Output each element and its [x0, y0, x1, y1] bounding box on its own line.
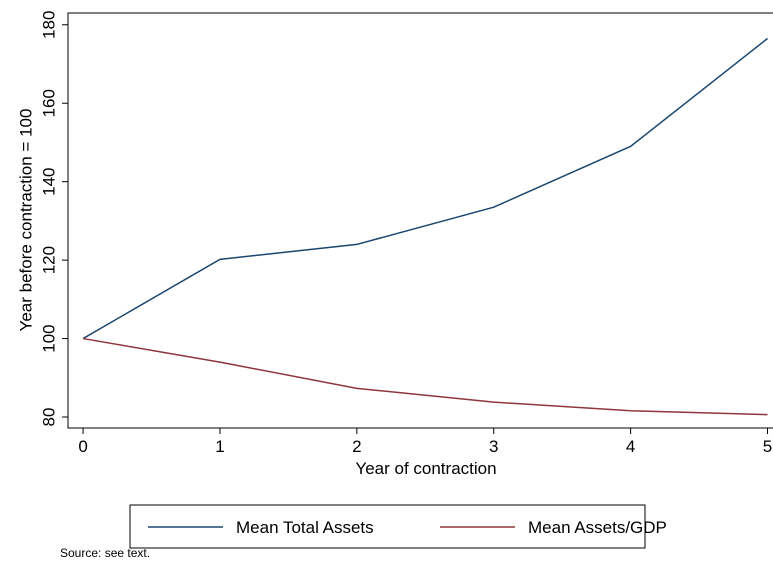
- x-tick-label: 1: [215, 437, 224, 456]
- y-tick-label: 80: [39, 408, 58, 427]
- y-tick-label: 120: [39, 246, 58, 274]
- legend-label: Mean Assets/GDP: [528, 518, 667, 537]
- y-tick-label: 140: [39, 167, 58, 195]
- x-tick-label: 4: [626, 437, 635, 456]
- x-tick-label: 0: [78, 437, 87, 456]
- y-tick-label: 160: [39, 89, 58, 117]
- x-tick-label: 5: [763, 437, 772, 456]
- series-line: [82, 337, 768, 416]
- series-line: [82, 37, 768, 340]
- x-tick-label: 2: [352, 437, 361, 456]
- y-axis-label: Year before contraction = 100: [16, 109, 35, 332]
- y-tick-label: 100: [39, 324, 58, 352]
- x-axis-label: Year of contraction: [355, 459, 496, 478]
- y-tick-label: 180: [39, 11, 58, 39]
- x-tick-label: 3: [489, 437, 498, 456]
- plot-frame: [67, 12, 773, 429]
- source-note: Source: see text.: [60, 546, 150, 560]
- legend-label: Mean Total Assets: [236, 518, 374, 537]
